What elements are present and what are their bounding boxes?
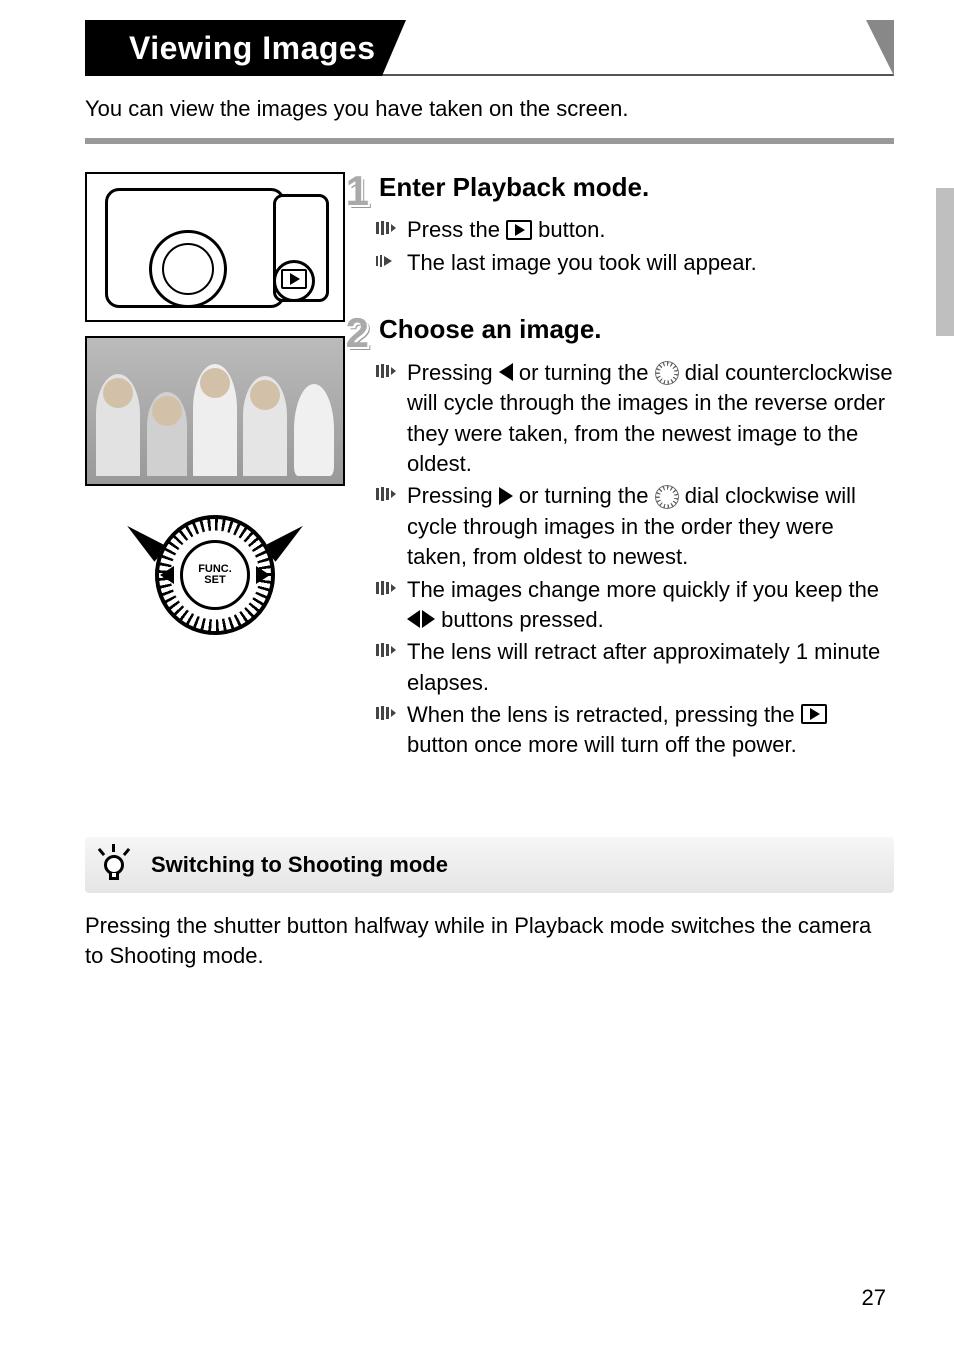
illustration-column: FUNC. SET bbox=[85, 172, 345, 797]
result-bullet-icon bbox=[375, 248, 397, 278]
step-title: Choose an image. bbox=[379, 314, 602, 345]
playback-icon bbox=[506, 220, 532, 240]
text: The images change more quickly if you ke… bbox=[407, 577, 879, 602]
text: Pressing bbox=[407, 483, 499, 508]
action-bullet-icon bbox=[375, 700, 397, 761]
illustration-sample-photo bbox=[85, 336, 345, 486]
step-item: Pressing or turning the dial countercloc… bbox=[375, 358, 894, 479]
action-bullet-icon bbox=[375, 358, 397, 479]
steps-column: 1 Enter Playback mode. Press the button. bbox=[371, 172, 894, 797]
text: or turning the bbox=[519, 360, 655, 385]
text: button once more will turn off the power… bbox=[407, 732, 797, 757]
dial-icon bbox=[655, 361, 679, 385]
left-right-arrow-icon bbox=[407, 608, 435, 630]
section-title: Viewing Images bbox=[129, 30, 376, 67]
page: Viewing Images You can view the images y… bbox=[0, 0, 954, 991]
text: The last image you took will appear. bbox=[407, 248, 894, 278]
text: The lens will retract after approximatel… bbox=[407, 637, 894, 698]
text: or turning the bbox=[519, 483, 655, 508]
illustration-control-dial: FUNC. SET bbox=[85, 500, 345, 650]
tip-body: Pressing the shutter button halfway whil… bbox=[85, 911, 894, 972]
step-number: 2 bbox=[337, 314, 369, 352]
text: buttons pressed. bbox=[441, 607, 604, 632]
action-bullet-icon bbox=[375, 481, 397, 572]
tip-title: Switching to Shooting mode bbox=[151, 852, 448, 878]
step-number: 1 bbox=[337, 172, 369, 210]
page-number: 27 bbox=[862, 1285, 886, 1311]
text: button. bbox=[538, 217, 605, 242]
playback-button-icon bbox=[273, 260, 315, 302]
text: When the lens is retracted, pressing the bbox=[407, 702, 801, 727]
intro-text: You can view the images you have taken o… bbox=[85, 94, 894, 124]
divider bbox=[85, 138, 894, 144]
action-bullet-icon bbox=[375, 575, 397, 636]
right-arrow-icon bbox=[499, 487, 513, 505]
step-item: The last image you took will appear. bbox=[375, 248, 894, 278]
playback-icon bbox=[801, 704, 827, 724]
section-title-banner: Viewing Images bbox=[85, 20, 894, 76]
step-item: When the lens is retracted, pressing the… bbox=[375, 700, 894, 761]
step-item: The images change more quickly if you ke… bbox=[375, 575, 894, 636]
tip-bar: Switching to Shooting mode bbox=[85, 837, 894, 893]
step-item: The lens will retract after approximatel… bbox=[375, 637, 894, 698]
lightbulb-icon bbox=[99, 847, 129, 883]
illustration-camera-back bbox=[85, 172, 345, 322]
step-1: 1 Enter Playback mode. Press the button. bbox=[371, 172, 894, 279]
step-item: Press the button. bbox=[375, 215, 894, 245]
side-tab bbox=[936, 188, 954, 336]
dial-icon bbox=[655, 485, 679, 509]
action-bullet-icon bbox=[375, 215, 397, 245]
text: Pressing bbox=[407, 360, 499, 385]
text: Press the bbox=[407, 217, 506, 242]
step-2: 2 Choose an image. Pressing or turning t… bbox=[371, 314, 894, 760]
left-arrow-icon bbox=[499, 363, 513, 381]
action-bullet-icon bbox=[375, 637, 397, 698]
step-item: Pressing or turning the dial clockwise w… bbox=[375, 481, 894, 572]
step-title: Enter Playback mode. bbox=[379, 172, 649, 203]
